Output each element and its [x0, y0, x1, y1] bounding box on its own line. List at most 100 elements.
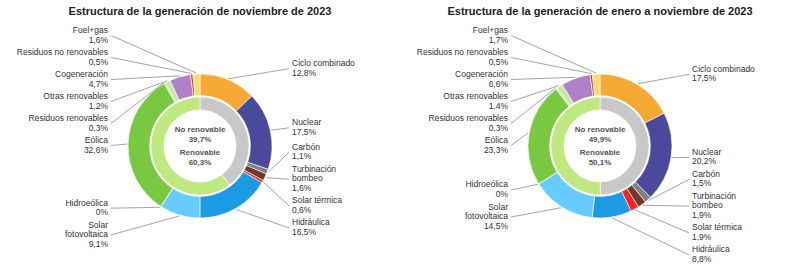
leader-line	[511, 58, 591, 74]
inner-ring	[551, 97, 649, 195]
slice-label: Cogeneración6,6%	[455, 69, 508, 89]
slice-value-label: 17,5%	[292, 127, 317, 137]
slice-category: Residuos renovables	[29, 113, 108, 123]
leader-line	[111, 36, 196, 74]
slice-category: Otras renovables	[43, 91, 108, 101]
slice-category: Residuos renovables	[429, 113, 508, 123]
slice-label: Fuel+gas1,7%	[473, 25, 509, 45]
leader-line	[263, 182, 289, 206]
leader-line	[638, 74, 689, 83]
slice-value-label: 17,5%	[692, 73, 717, 83]
slice-category: Nuclear	[292, 117, 321, 127]
slice-value-label: 23,3%	[484, 145, 509, 155]
slice-label: Solar térmica0,6%	[292, 195, 342, 215]
slice-value-label: 1,1%	[292, 151, 312, 161]
leader-line	[111, 58, 192, 74]
slice-value-label: 9,1%	[89, 239, 109, 249]
slice-value-label: 6,6%	[489, 79, 509, 89]
slice-value-label: 0%	[496, 189, 509, 199]
inner-slice	[151, 97, 229, 195]
slice-category: Fuel+gas	[73, 25, 108, 35]
leader-line	[236, 209, 289, 227]
slice-value-label: 0,6%	[292, 205, 312, 215]
slice-value-label: 1,6%	[89, 35, 109, 45]
center-label: No renovable	[575, 125, 626, 134]
leader-line	[268, 152, 289, 172]
slice-value-label: 4,7%	[89, 79, 109, 89]
slice-value-label: 8,8%	[692, 254, 712, 264]
slice-value-label: 0,5%	[489, 57, 509, 67]
slice-label: Eólica32,6%	[84, 135, 109, 155]
center-value-label: 39,7%	[189, 135, 212, 144]
slice-category: Ciclo combinado	[692, 64, 755, 74]
slice-category: Hidráulica	[692, 244, 730, 254]
leader-line	[111, 207, 160, 209]
slice-labels: Ciclo combinado12,8%Nuclear17,5%Carbón1,…	[17, 25, 355, 249]
leader-line	[229, 69, 289, 79]
slice-category: Hidroeólica	[65, 198, 108, 208]
leader-line	[266, 178, 289, 179]
leader-line	[672, 157, 689, 158]
slice-value-label: 32,6%	[84, 145, 109, 155]
slice-category: Cogeneración	[55, 69, 108, 79]
slice-category: Nuclear	[692, 147, 721, 157]
donut-slice	[592, 74, 600, 96]
slice-category: Residuos no renovables	[417, 47, 508, 57]
slice-category: Ciclo combinado	[292, 58, 355, 68]
slice-category: Solar térmica	[692, 222, 742, 232]
slice-label: Ciclo combinado17,5%	[692, 64, 755, 84]
leader-line	[271, 128, 289, 130]
leader-line	[111, 81, 167, 102]
leader-line	[511, 86, 559, 102]
slice-label: Turbinaciónbombeo1,6%	[292, 164, 336, 193]
slice-value-label: 1,9%	[692, 210, 712, 220]
slice-category: Cogeneración	[455, 69, 508, 79]
leader-line	[111, 216, 179, 235]
outer-ring	[128, 74, 272, 218]
slice-category: bombeo	[292, 173, 323, 183]
slice-label: Eólica23,3%	[484, 135, 509, 155]
slice-category: Otras renovables	[443, 91, 508, 101]
center-label: Renovable	[180, 148, 221, 157]
slice-label: Hidroeólica0%	[465, 179, 508, 199]
donut-slice	[170, 75, 193, 100]
leader-line	[111, 82, 164, 123]
donut-slice	[592, 192, 631, 218]
slice-category: Solar	[488, 202, 508, 212]
slice-label: Carbón1,5%	[692, 169, 720, 189]
slice-category: fotovoltaica	[65, 229, 108, 239]
slice-value-label: 16,5%	[292, 227, 317, 237]
slice-value-label: 1,5%	[692, 178, 712, 188]
slice-label: Residuos renovables0,3%	[429, 113, 509, 133]
slice-category: Turbinación	[292, 164, 336, 174]
slice-value-label: 0,3%	[489, 123, 509, 133]
slice-value-label: 1,6%	[292, 183, 312, 193]
slice-label: Otras renovables1,2%	[43, 91, 108, 111]
slice-category: Carbón	[692, 169, 720, 179]
slice-label: Nuclear20,2%	[692, 147, 721, 167]
center-value-label: 49,9%	[589, 135, 612, 144]
slice-labels: Ciclo combinado17,5%Nuclear20,2%Carbón1,…	[417, 25, 755, 264]
slice-value-label: 1,7%	[489, 35, 509, 45]
slice-label: Hidroeólica0%	[65, 198, 108, 218]
leader-line	[111, 144, 127, 146]
slice-category: Solar térmica	[292, 195, 342, 205]
center-value-label: 50,1%	[589, 158, 612, 167]
donut-panel: Estructura de la generación de noviembre…	[17, 5, 355, 249]
center-label: Renovable	[580, 148, 621, 157]
slice-label: Residuos no renovables0,5%	[17, 47, 109, 67]
inner-ring	[151, 97, 249, 195]
center-label: No renovable	[175, 125, 226, 134]
leader-line	[511, 184, 538, 190]
slice-value-label: 14,5%	[484, 221, 509, 231]
leader-line	[511, 77, 575, 79]
slice-label: Hidráulica16,5%	[292, 217, 330, 237]
slice-category: Hidráulica	[292, 217, 330, 227]
chart-canvas: Estructura de la generación de noviembre…	[0, 0, 800, 270]
slice-label: Solar térmica1,9%	[692, 222, 742, 242]
leader-line	[511, 88, 556, 124]
slice-label: Solarfotovoltaica14,5%	[465, 202, 508, 231]
slice-label: Hidráulica8,8%	[692, 244, 730, 264]
slice-category: fotovoltaica	[465, 211, 508, 221]
inner-slice	[600, 97, 649, 195]
